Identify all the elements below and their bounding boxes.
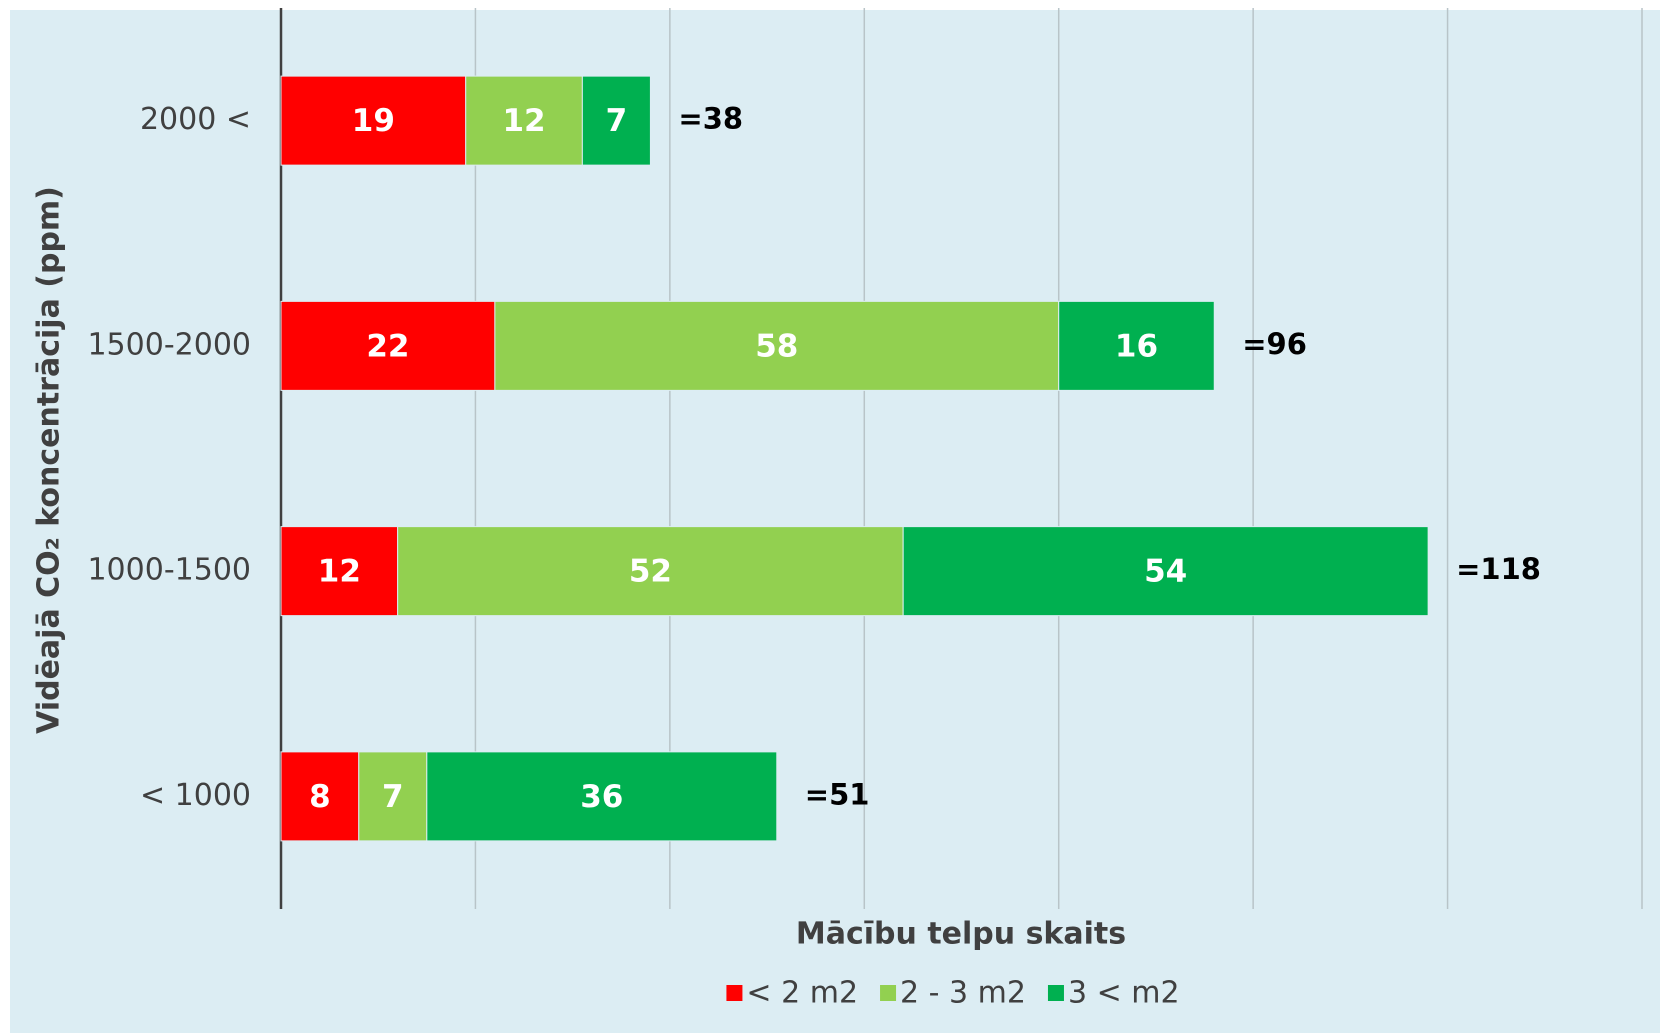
- y-tick-label: 2000 <: [140, 102, 251, 137]
- bar-segment: [280, 75, 467, 166]
- y-tick-label: 1000-1500: [87, 553, 251, 588]
- total-annotation: =51: [805, 777, 870, 811]
- legend-swatch: [726, 985, 743, 1001]
- chart-background: [10, 10, 1660, 1033]
- data-label: 12: [502, 103, 545, 139]
- data-label: 58: [755, 328, 798, 364]
- data-label: 12: [318, 554, 361, 590]
- bar-segment: [581, 75, 651, 166]
- data-label: 16: [1115, 328, 1158, 364]
- total-annotation: =38: [678, 102, 743, 136]
- bar-segment: [902, 526, 1429, 617]
- data-label: 52: [629, 554, 672, 590]
- data-label: 19: [352, 103, 395, 139]
- legend-swatch: [880, 985, 897, 1001]
- data-label: 54: [1144, 554, 1187, 590]
- legend-label: < 2 m2: [746, 976, 858, 1011]
- bar-segment: [426, 751, 778, 842]
- data-label: 22: [366, 328, 409, 364]
- data-label: 7: [606, 103, 628, 139]
- legend-label: 2 - 3 m2: [900, 976, 1026, 1011]
- bar-segment: [1058, 300, 1215, 391]
- y-axis-title: Vidēajā CO₂ koncentrācija (ppm): [32, 186, 67, 734]
- bar-segment: [397, 526, 904, 617]
- y-tick-label: 1500-2000: [87, 327, 251, 362]
- y-tick-label: < 1000: [140, 778, 251, 813]
- x-axis-title: Mācību telpu skaits: [796, 917, 1126, 952]
- bar-segment: [465, 75, 583, 166]
- legend-swatch: [1047, 985, 1064, 1001]
- total-annotation: =118: [1456, 552, 1541, 586]
- bar-segment: [358, 751, 428, 842]
- data-label: 36: [580, 779, 623, 815]
- bar-segment: [280, 526, 399, 617]
- data-label: 7: [382, 779, 404, 815]
- data-label: 8: [309, 779, 331, 815]
- legend-label: 3 < m2: [1068, 976, 1180, 1011]
- total-annotation: =96: [1242, 327, 1307, 361]
